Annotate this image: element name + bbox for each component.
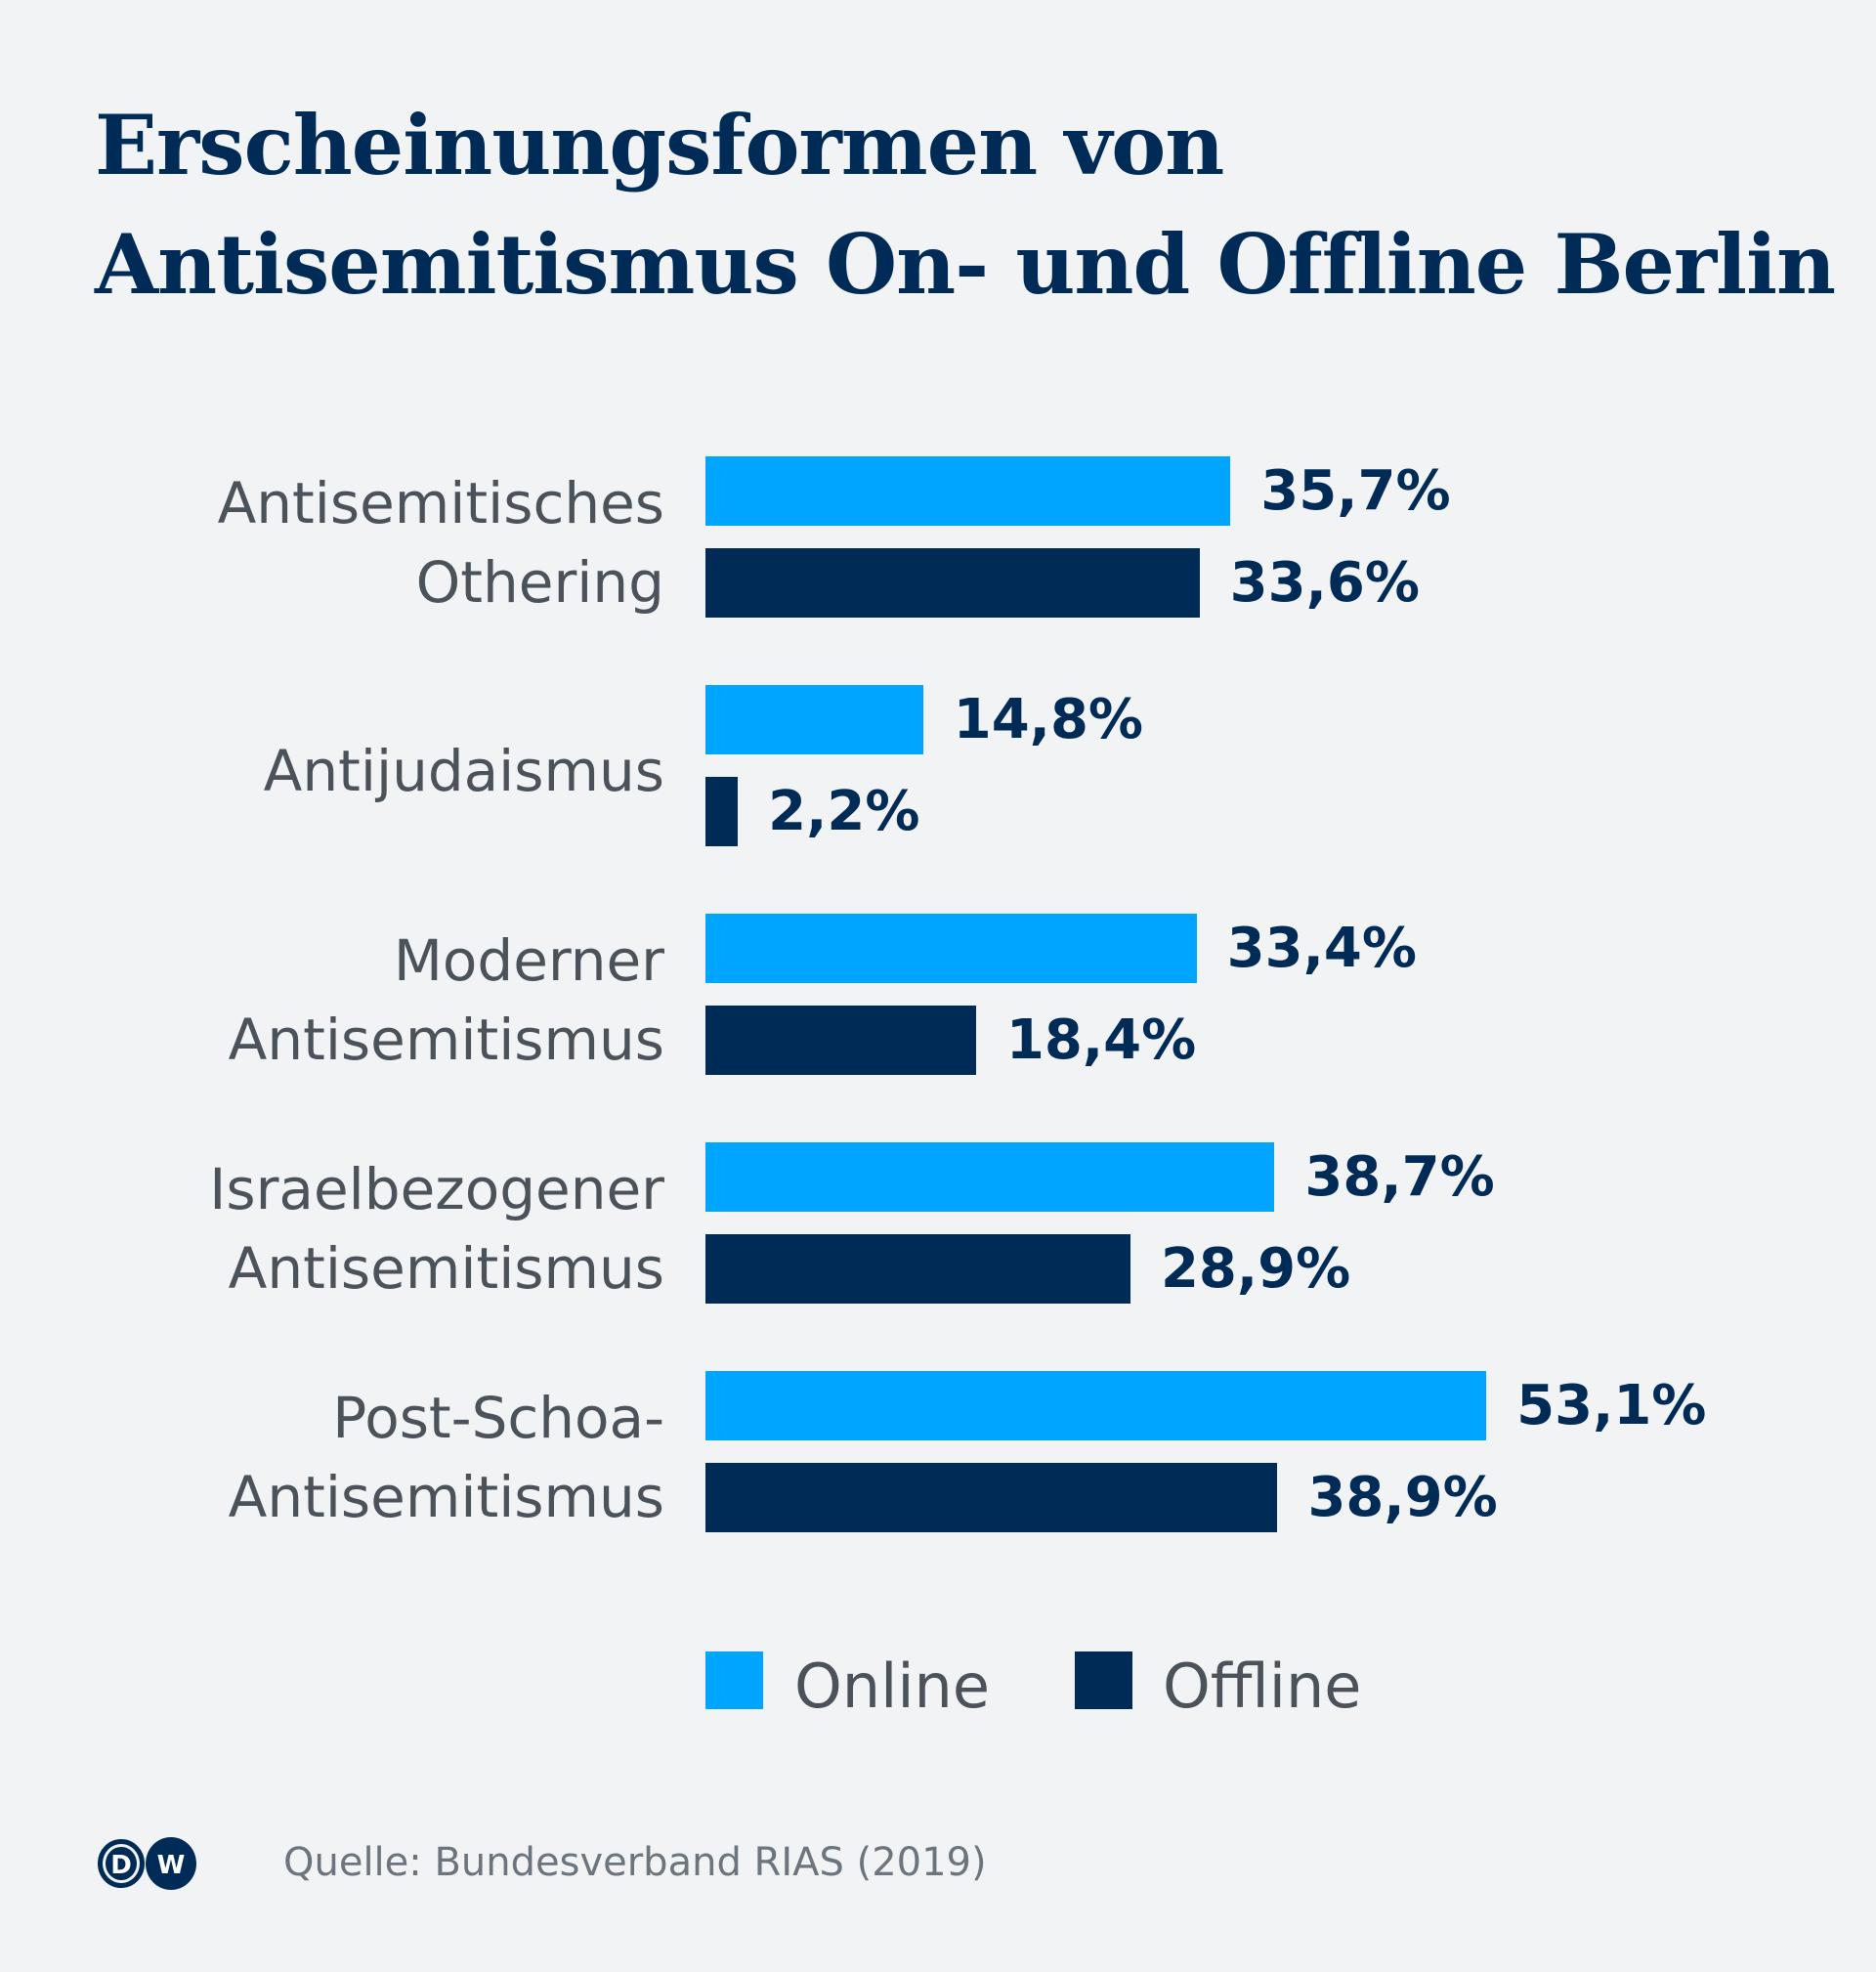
chart-title-line-1: Erscheinungsformen von bbox=[95, 97, 1224, 193]
bar-online bbox=[705, 1371, 1487, 1440]
category-label-line: Antijudaismus bbox=[263, 738, 664, 804]
category-label-line: Antisemitismus bbox=[228, 1463, 664, 1530]
category-label: Moderner Antisemitismus bbox=[78, 922, 664, 1080]
value-label-online: 38,7% bbox=[1304, 1145, 1495, 1209]
legend-swatch-online bbox=[705, 1651, 763, 1709]
category-label-line: Othering bbox=[415, 548, 664, 616]
legend-label-online: Online bbox=[794, 1650, 990, 1722]
category-label: Antisemitisches Othering bbox=[78, 464, 664, 622]
svg-text:D: D bbox=[110, 1851, 132, 1880]
category-label-line: Moderner bbox=[393, 926, 664, 994]
value-label-online: 14,8% bbox=[953, 688, 1144, 751]
bar-chart: Antisemitisches Othering 35,7% 33,6% Antijud… bbox=[78, 456, 1707, 1537]
value-label-offline: 2,2% bbox=[768, 780, 920, 843]
category-label-line: Antisemitismus bbox=[228, 1234, 664, 1302]
category-label: Post-Schoa- Antisemitismus bbox=[78, 1379, 664, 1537]
value-label-offline: 28,9% bbox=[1160, 1237, 1351, 1301]
source-note: Quelle: Bundesverband RIAS (2019) bbox=[283, 1840, 987, 1885]
category-label-line: Post-Schoa- bbox=[332, 1384, 664, 1451]
bar-offline bbox=[705, 1463, 1278, 1532]
value-label-online: 53,1% bbox=[1516, 1374, 1707, 1437]
category-label-line: Israelbezogener bbox=[209, 1155, 664, 1222]
svg-text:W: W bbox=[157, 1851, 186, 1880]
bar-online bbox=[705, 685, 923, 754]
bar-online bbox=[705, 914, 1197, 983]
bar-offline bbox=[705, 777, 739, 846]
bar-offline bbox=[705, 1234, 1130, 1304]
legend-swatch-offline bbox=[1075, 1651, 1132, 1709]
value-label-offline: 18,4% bbox=[1005, 1008, 1197, 1072]
value-label-offline: 33,6% bbox=[1229, 551, 1420, 615]
bar-online bbox=[705, 1142, 1275, 1212]
chart-title-line-2: Antisemitismus On- und Offline Berlin bbox=[95, 216, 1836, 313]
value-label-offline: 38,9% bbox=[1307, 1466, 1498, 1529]
category-label: Antijudaismus bbox=[78, 732, 664, 811]
chart-title: Erscheinungsformen von Antisemitismus On… bbox=[95, 86, 1836, 324]
category-label: Israelbezogener Antisemitismus bbox=[78, 1150, 664, 1308]
bar-online bbox=[705, 456, 1231, 526]
category-label-line: Antisemitisches bbox=[217, 469, 664, 536]
bar-offline bbox=[705, 548, 1200, 618]
dw-logo: D W bbox=[96, 1837, 196, 1890]
legend-label-offline: Offline bbox=[1163, 1650, 1362, 1722]
category-label-line: Antisemitismus bbox=[228, 1006, 664, 1073]
value-label-online: 33,4% bbox=[1226, 917, 1417, 980]
bar-offline bbox=[705, 1006, 976, 1075]
value-label-online: 35,7% bbox=[1260, 459, 1451, 523]
